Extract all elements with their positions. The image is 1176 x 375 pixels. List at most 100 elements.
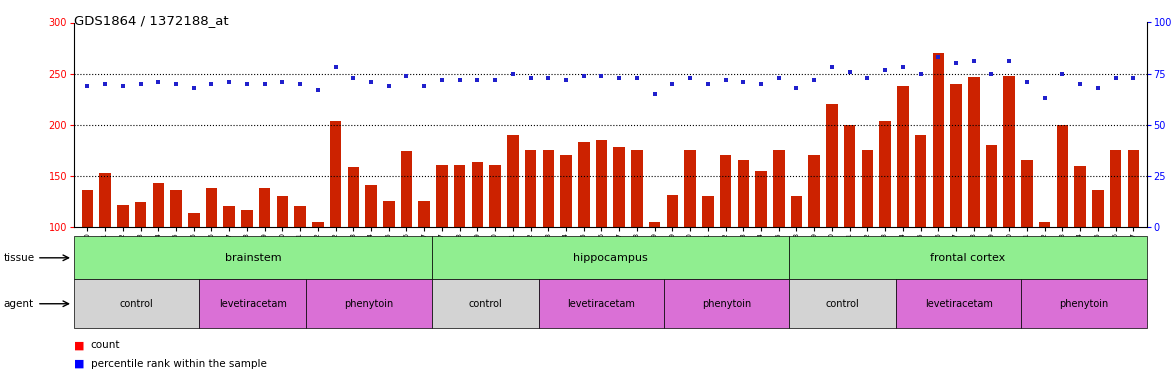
Text: ■: ■: [74, 340, 85, 351]
Bar: [524, 150, 536, 227]
Point: [769, 75, 788, 81]
Bar: [294, 206, 306, 227]
Bar: [539, 279, 664, 328]
Point: [167, 81, 186, 87]
Bar: [577, 142, 589, 227]
Point: [610, 75, 629, 81]
Point: [397, 73, 416, 79]
Bar: [99, 173, 111, 227]
Bar: [432, 236, 789, 279]
Bar: [118, 206, 128, 227]
Point: [78, 83, 96, 89]
Text: levetiracetam: levetiracetam: [568, 299, 635, 309]
Point: [716, 77, 735, 83]
Bar: [454, 165, 466, 227]
Text: phenytoin: phenytoin: [345, 299, 394, 309]
Point: [308, 87, 327, 93]
Text: control: control: [120, 299, 154, 309]
Bar: [985, 145, 997, 227]
Bar: [188, 213, 200, 227]
Point: [539, 75, 557, 81]
Point: [521, 75, 540, 81]
Text: levetiracetam: levetiracetam: [219, 299, 287, 309]
Bar: [135, 202, 146, 227]
Point: [681, 75, 700, 81]
Point: [433, 77, 452, 83]
Bar: [684, 150, 696, 227]
Bar: [199, 279, 307, 328]
Bar: [489, 165, 501, 227]
Point: [343, 75, 362, 81]
Point: [947, 60, 965, 66]
Bar: [312, 222, 323, 227]
Bar: [419, 201, 430, 227]
Point: [841, 69, 860, 75]
Bar: [259, 188, 270, 227]
Bar: [1110, 150, 1122, 227]
Point: [858, 75, 877, 81]
Point: [1053, 70, 1071, 76]
Point: [787, 85, 806, 91]
Bar: [1003, 76, 1015, 227]
Text: agent: agent: [4, 299, 34, 309]
Bar: [329, 121, 341, 227]
Point: [503, 70, 522, 76]
Bar: [664, 279, 789, 328]
Point: [255, 81, 274, 87]
Text: phenytoin: phenytoin: [702, 299, 751, 309]
Bar: [206, 188, 218, 227]
Text: levetiracetam: levetiracetam: [926, 299, 993, 309]
Bar: [614, 147, 624, 227]
Point: [361, 79, 380, 85]
Bar: [632, 150, 643, 227]
Point: [273, 79, 292, 85]
Point: [220, 79, 239, 85]
Point: [326, 64, 345, 70]
Bar: [720, 155, 731, 227]
Bar: [827, 104, 837, 227]
Bar: [560, 155, 572, 227]
Point: [964, 58, 983, 64]
Bar: [1128, 150, 1140, 227]
Point: [1107, 75, 1125, 81]
Text: phenytoin: phenytoin: [1060, 299, 1109, 309]
Bar: [74, 279, 199, 328]
Bar: [1056, 124, 1068, 227]
Point: [185, 85, 203, 91]
Point: [982, 70, 1001, 76]
Bar: [880, 121, 891, 227]
Bar: [862, 150, 873, 227]
Text: frontal cortex: frontal cortex: [930, 253, 1005, 263]
Point: [734, 79, 753, 85]
Bar: [789, 279, 896, 328]
Bar: [1075, 166, 1085, 227]
Bar: [933, 53, 944, 227]
Point: [699, 81, 717, 87]
Point: [929, 54, 948, 60]
Bar: [950, 84, 962, 227]
Point: [486, 77, 505, 83]
Bar: [808, 155, 820, 227]
Point: [646, 91, 664, 97]
Bar: [436, 165, 448, 227]
Text: tissue: tissue: [4, 253, 34, 263]
Bar: [968, 76, 980, 227]
Bar: [223, 206, 235, 227]
Bar: [1038, 222, 1050, 227]
Point: [450, 77, 469, 83]
Point: [380, 83, 399, 89]
Point: [202, 81, 221, 87]
Point: [113, 83, 132, 89]
Point: [556, 77, 575, 83]
Bar: [667, 195, 679, 227]
Bar: [542, 150, 554, 227]
Point: [751, 81, 770, 87]
Text: brainstem: brainstem: [225, 253, 281, 263]
Bar: [790, 196, 802, 227]
Point: [238, 81, 256, 87]
Point: [1124, 75, 1143, 81]
Point: [574, 73, 593, 79]
Point: [804, 77, 823, 83]
Point: [628, 75, 647, 81]
Text: ■: ■: [74, 359, 85, 369]
